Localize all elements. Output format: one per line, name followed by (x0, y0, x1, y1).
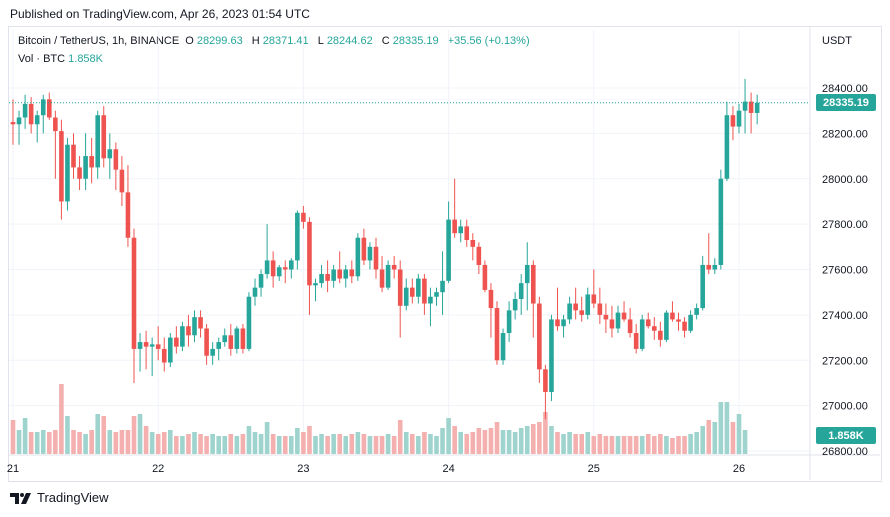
change-value: +35.56 (+0.13%) (447, 35, 530, 47)
symbol-header: Bitcoin / TetherUS, 1h, BINANCE O 28299.6… (18, 35, 533, 47)
low-label: L 28244.62 (317, 35, 373, 47)
last-volume-tag: 1.858K (816, 427, 876, 444)
volume-value: 1.858K (68, 53, 104, 65)
volume-header: Vol · BTC 1.858K (18, 53, 103, 65)
high-value: 28371.41 (262, 35, 309, 47)
last-price-tag: 28335.19 (816, 94, 876, 112)
open-value: 28299.63 (196, 35, 243, 47)
close-value: 28335.19 (392, 35, 439, 47)
published-text: Published on TradingView.com, Apr 26, 20… (10, 7, 310, 21)
symbol-name[interactable]: Bitcoin / TetherUS, 1h, BINANCE (18, 35, 180, 47)
chart-frame[interactable] (8, 26, 882, 482)
volume-label[interactable]: Vol · BTC (18, 53, 66, 65)
high-label: H 28371.41 (251, 35, 309, 47)
footer: TradingView (10, 490, 109, 505)
open-label: O 28299.63 (185, 35, 243, 47)
tradingview-logo-icon (10, 492, 31, 504)
tradingview-brand[interactable]: TradingView (37, 490, 109, 505)
close-label: C 28335.19 (381, 35, 439, 47)
low-value: 28244.62 (326, 35, 373, 47)
